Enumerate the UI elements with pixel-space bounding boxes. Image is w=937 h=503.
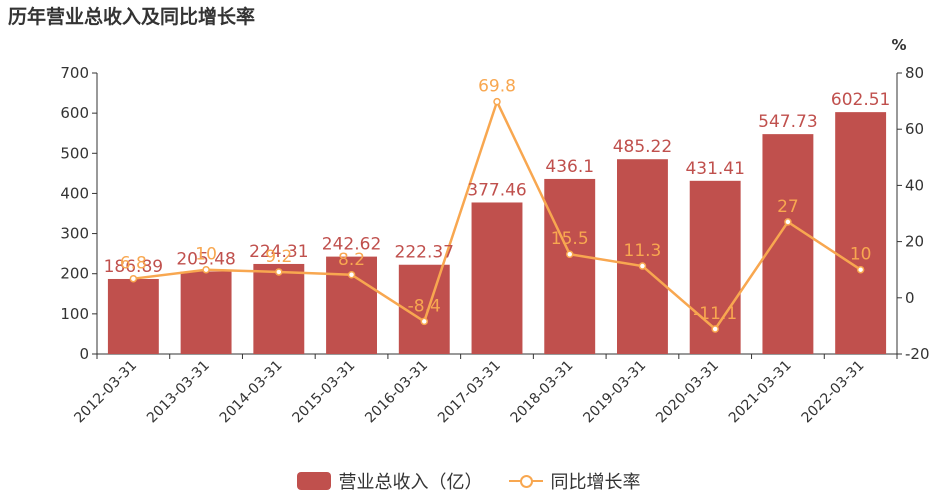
bar-value-label: 242.62 <box>322 235 381 255</box>
y-right-tick-label: 60 <box>905 120 924 138</box>
bar-value-label: 205.48 <box>176 250 235 270</box>
line-value-label: 9.2 <box>265 247 292 267</box>
bar[interactable] <box>471 202 523 354</box>
line-point[interactable] <box>347 271 356 279</box>
bar[interactable] <box>180 271 232 354</box>
bar[interactable] <box>107 278 159 354</box>
line-point[interactable] <box>784 218 792 226</box>
line-point[interactable] <box>711 325 719 333</box>
bar-value-label: 436.1 <box>545 157 594 177</box>
y-left-tick-label: 300 <box>60 225 89 243</box>
bar-value-label: 431.41 <box>685 159 744 179</box>
legend-bar-swatch <box>296 472 331 490</box>
line-point[interactable] <box>856 265 865 274</box>
y-right-tick-label: 20 <box>905 233 924 251</box>
y-right-tick-label: 40 <box>905 176 924 194</box>
x-tick-label: 2012-03-31 <box>71 358 140 427</box>
chart-title: 历年营业总收入及同比增长率 <box>8 6 256 28</box>
bar[interactable] <box>544 178 596 354</box>
line-value-label: 69.8 <box>478 77 516 97</box>
line-point[interactable] <box>275 268 283 276</box>
x-tick-label: 2013-03-31 <box>144 358 213 427</box>
x-tick-label: 2014-03-31 <box>217 358 286 427</box>
y-left-tick-label: 100 <box>60 305 89 323</box>
line-value-label: 15.5 <box>551 229 589 249</box>
line-value-label: 10 <box>195 245 217 265</box>
legend-item-revenue[interactable]: 营业总收入（亿） <box>296 468 483 494</box>
legend-label-growth: 同比增长率 <box>550 472 641 493</box>
line-value-label: 27 <box>777 197 799 217</box>
bar-value-label: 224.31 <box>249 242 308 262</box>
bar-value-label: 377.46 <box>467 180 526 200</box>
legend-label-revenue: 营业总收入（亿） <box>338 472 483 493</box>
line-value-label: 10 <box>850 245 872 265</box>
y-left-tick-label: 200 <box>60 265 89 283</box>
bar-value-label: 602.51 <box>831 90 890 110</box>
line-value-label: -11.1 <box>693 304 737 324</box>
x-tick-label: 2020-03-31 <box>653 358 722 427</box>
chart-canvas: 0 100 200 300 400 500 600 700 -20 0 20 40 60 80% 2012-… <box>60 36 930 427</box>
line-point[interactable] <box>202 265 210 274</box>
y-left-tick-label: 700 <box>60 64 89 82</box>
line-point[interactable] <box>638 262 647 270</box>
legend-item-growth[interactable]: 同比增长率 <box>508 468 641 494</box>
x-tick-label: 2016-03-31 <box>362 358 431 427</box>
x-tick-label: 2018-03-31 <box>508 358 577 427</box>
line-value-label: 6.8 <box>120 254 147 274</box>
line-series <box>129 97 865 333</box>
bar-value-label: 186.89 <box>104 257 163 277</box>
line-point[interactable] <box>493 97 501 106</box>
line-value-label: 11.3 <box>624 241 662 261</box>
x-tick-label: 2021-03-31 <box>726 358 795 427</box>
y-right-tick-label: -20 <box>905 345 930 363</box>
bar-series <box>107 112 887 354</box>
x-tick-label: 2022-03-31 <box>799 358 868 427</box>
x-tick-label: 2019-03-31 <box>580 358 649 427</box>
line-point[interactable] <box>129 274 138 283</box>
y-left-tick-label: 500 <box>60 144 89 162</box>
bar[interactable] <box>617 159 668 354</box>
data-labels: 186.89 205.48 224.31 242.62 222.37 377.46 436.… <box>104 77 891 324</box>
bar-value-label: 222.37 <box>395 243 454 263</box>
y-left-tick-label: 400 <box>60 184 89 202</box>
y-left-tick-label: 600 <box>60 104 89 122</box>
x-tick-label: 2017-03-31 <box>435 358 504 427</box>
y-right-unit-label: % <box>891 36 906 54</box>
bar-value-label: 547.73 <box>758 112 817 132</box>
bar[interactable] <box>689 180 741 354</box>
legend: 营业总收入（亿） 同比增长率 <box>0 467 937 495</box>
legend-line-swatch <box>508 472 543 490</box>
bar-value-label: 485.22 <box>613 137 672 157</box>
line-value-label: -8.4 <box>408 296 441 316</box>
bar[interactable] <box>835 112 887 354</box>
y-right-tick-label: 80 <box>905 64 924 82</box>
line-point[interactable] <box>420 317 429 326</box>
bar[interactable] <box>762 134 814 354</box>
bar[interactable] <box>253 263 305 354</box>
y-left-tick-label: 0 <box>79 345 89 363</box>
line-value-label: 8.2 <box>338 250 365 270</box>
y-right-tick-label: 0 <box>905 289 915 307</box>
x-tick-label: 2015-03-31 <box>290 358 359 427</box>
line-point[interactable] <box>565 250 574 258</box>
